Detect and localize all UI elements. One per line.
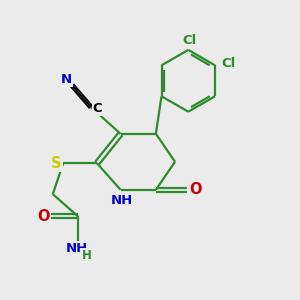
Text: N: N	[61, 73, 72, 86]
Text: Cl: Cl	[221, 57, 236, 70]
Text: S: S	[51, 156, 62, 171]
Text: O: O	[189, 182, 201, 197]
Text: NH: NH	[111, 194, 133, 207]
Text: C: C	[93, 102, 102, 115]
Text: NH: NH	[65, 242, 88, 255]
Text: Cl: Cl	[183, 34, 197, 47]
Text: H: H	[82, 249, 92, 262]
Text: O: O	[37, 209, 50, 224]
